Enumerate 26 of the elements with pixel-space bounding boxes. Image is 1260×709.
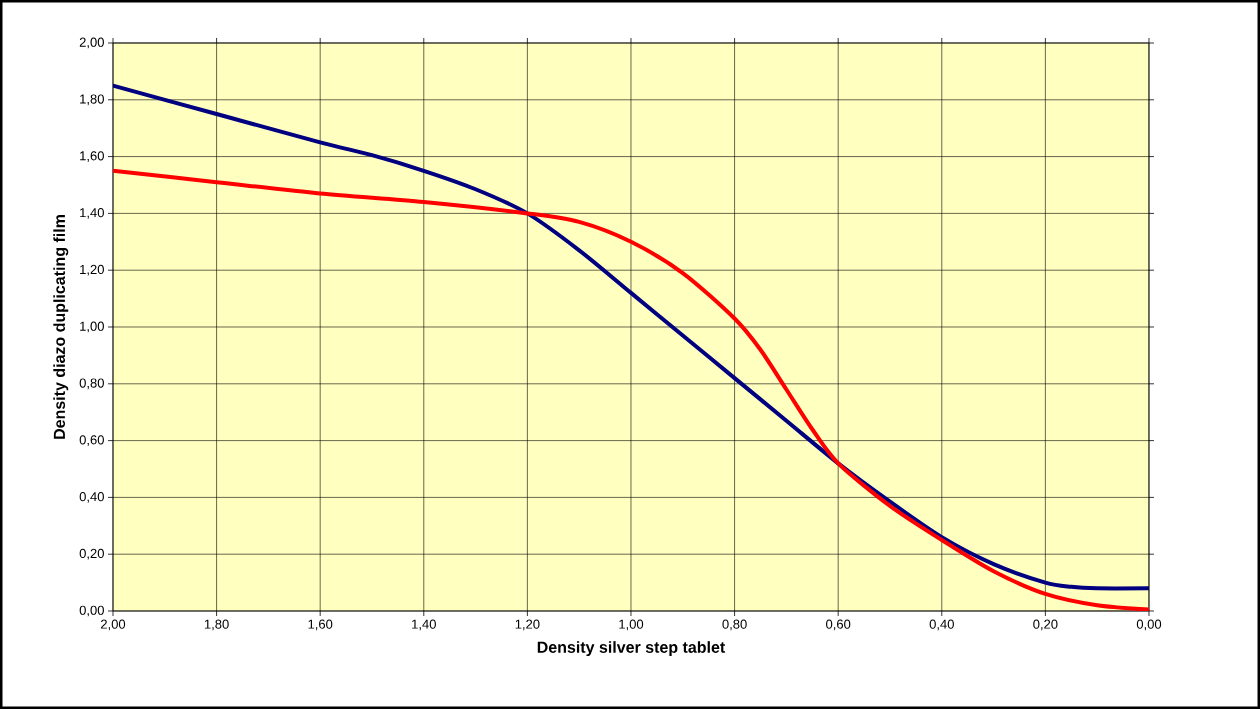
y-tick-label: 0,80	[79, 378, 104, 390]
y-tick-label: 0,60	[79, 435, 104, 446]
x-tick-label: 0,20	[1033, 619, 1058, 631]
x-tick-label: 1,60	[308, 619, 333, 631]
x-tick-label: 0,40	[929, 619, 954, 631]
x-axis-title: Density silver step tablet	[537, 641, 726, 657]
x-tick-label: 1,20	[515, 619, 540, 631]
x-tick-label: 0,80	[722, 619, 747, 631]
y-tick-label: 0,20	[79, 548, 104, 560]
x-tick-label: 1,80	[204, 619, 229, 631]
y-tick-label: 1,40	[80, 208, 104, 219]
line-series	[112, 83, 1149, 591]
x-tick-label: 1,00	[619, 619, 644, 631]
y-tick-label: 0,40	[79, 492, 104, 503]
y-tick-label: 1,80	[80, 94, 104, 106]
x-tick-label: 1,40	[412, 619, 436, 631]
y-axis-title: Density diazo duplicating film	[53, 215, 69, 439]
y-tick-label: 1,60	[80, 151, 104, 162]
x-tick-label: 0,00	[1136, 619, 1162, 631]
x-tick-label: 0,60	[826, 619, 851, 631]
y-tick-label: 2,00	[79, 37, 104, 49]
y-tick-label: 1,20	[80, 264, 104, 276]
line-series	[112, 168, 1149, 611]
y-tick-label: 1,00	[80, 321, 104, 333]
y-tick-label: 0,00	[79, 605, 104, 617]
x-tick-label: 2,00	[100, 619, 126, 631]
